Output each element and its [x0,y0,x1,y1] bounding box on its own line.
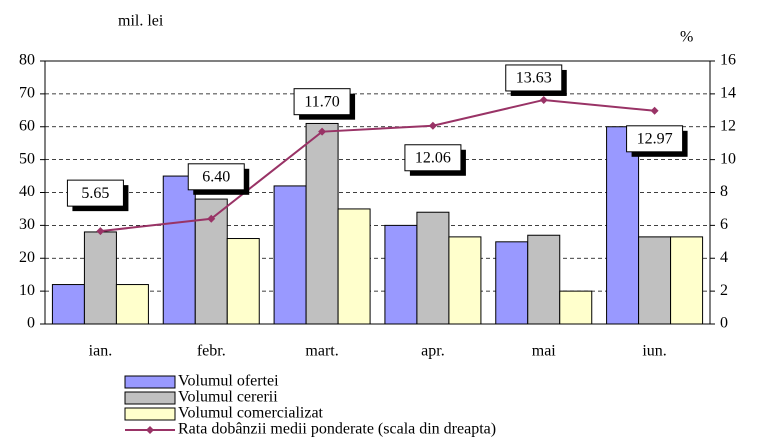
line [100,98,655,233]
plot-frame [44,60,711,325]
y-tick-label: 0 [27,315,35,332]
marker [428,121,437,130]
y2-tick-label: 10 [720,150,736,167]
bar [638,236,672,325]
label-box [626,125,684,153]
data-label: 11.70 [304,93,339,110]
marker [318,127,327,136]
data-label: 6.40 [202,168,230,185]
data-label: 13.63 [516,70,552,87]
y-tick-label: 50 [19,150,35,167]
label-box [293,88,351,116]
y2-tick-label: 6 [720,216,728,233]
x-tick-label: mai [532,343,557,360]
legend-label: Volumul cererii [178,389,278,406]
y2-tick-label: 16 [720,52,736,69]
y-tick-label: 70 [19,85,35,102]
y2-tick-label: 4 [720,249,728,266]
bar [83,231,117,325]
legend-label: Rata dobânzii medii ponderate (scala din… [178,421,496,438]
y-axis-label: mil. lei [118,13,164,30]
y2-axis-label: % [680,29,693,46]
y-tick-label: 40 [19,183,35,200]
bar [670,236,704,325]
marker [207,214,216,223]
y2-tick-label: 0 [720,315,728,332]
legend-swatch [124,391,176,405]
y-tick-label: 30 [19,216,35,233]
data-label: 5.65 [81,185,109,202]
marker [539,95,548,104]
bar [226,238,260,325]
y2-tick-label: 12 [720,117,736,134]
bar [448,236,482,325]
y-tick-label: 20 [19,249,35,266]
data-label: 12.97 [637,130,673,147]
y-tick-label: 80 [19,52,35,69]
bar [337,208,371,325]
y-tick-label: 10 [19,282,35,299]
label-box [404,144,462,172]
x-tick-label: mart. [305,343,338,360]
bar [384,224,418,325]
x-tick-label: iun. [642,343,666,360]
legend-swatch [124,375,176,389]
bar [273,185,307,325]
x-tick-label: febr. [197,343,226,360]
bar [305,122,339,325]
bar [51,284,85,325]
bar [559,290,593,325]
legend-marker [146,426,154,434]
legend-label: Volumul comercializat [178,405,324,422]
bar [162,175,196,325]
x-tick-label: apr. [421,343,445,360]
bar [606,126,640,325]
data-label: 12.06 [415,149,451,166]
y2-tick-label: 2 [720,282,728,299]
y2-tick-label: 8 [720,183,728,200]
label-box [187,163,245,191]
x-tick-label: ian. [89,343,113,360]
legend-label: Volumul ofertei [178,373,279,390]
marker [650,106,659,115]
y-tick-label: 60 [19,117,35,134]
label-box [66,179,124,207]
legend-swatch [124,407,176,421]
y2-tick-label: 14 [720,85,736,102]
marker [96,227,105,236]
label-box [505,64,563,92]
bar [115,284,149,325]
bar [495,241,529,325]
bar [416,211,450,325]
bar [527,234,561,325]
